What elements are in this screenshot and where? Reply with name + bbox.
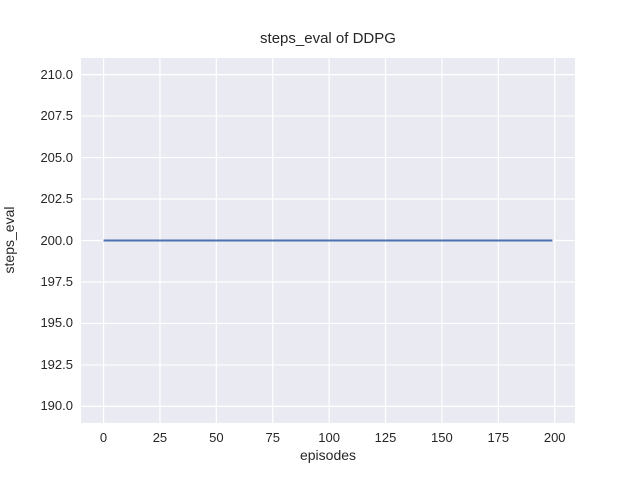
- y-tick-label: 202.5: [40, 191, 73, 207]
- plot-area: [81, 58, 575, 423]
- chart-graphics: [81, 58, 575, 423]
- y-tick-label: 192.5: [40, 356, 73, 372]
- x-axis-label: episodes: [299, 447, 357, 463]
- x-tick-label: 200: [543, 430, 566, 445]
- x-tick-label: 75: [265, 430, 280, 445]
- x-tick-label: 150: [431, 430, 453, 445]
- y-tick-label: 207.5: [40, 108, 73, 124]
- x-tick-label: 175: [487, 430, 510, 445]
- x-tick-label: 125: [374, 430, 397, 445]
- y-tick-label: 210.0: [40, 66, 73, 82]
- x-tick-label: 25: [152, 430, 168, 445]
- y-tick-label: 205.0: [40, 149, 73, 165]
- x-tick-label: 100: [318, 430, 340, 445]
- x-tick-label: 0: [99, 430, 108, 445]
- chart-title: steps_eval of DDPG: [260, 30, 396, 47]
- y-tick-label: 195.0: [40, 315, 73, 331]
- y-tick-label: 200.0: [40, 232, 73, 248]
- y-tick-label: 197.5: [40, 273, 73, 289]
- y-tick-label: 190.0: [40, 398, 73, 414]
- x-tick-label: 50: [209, 430, 224, 445]
